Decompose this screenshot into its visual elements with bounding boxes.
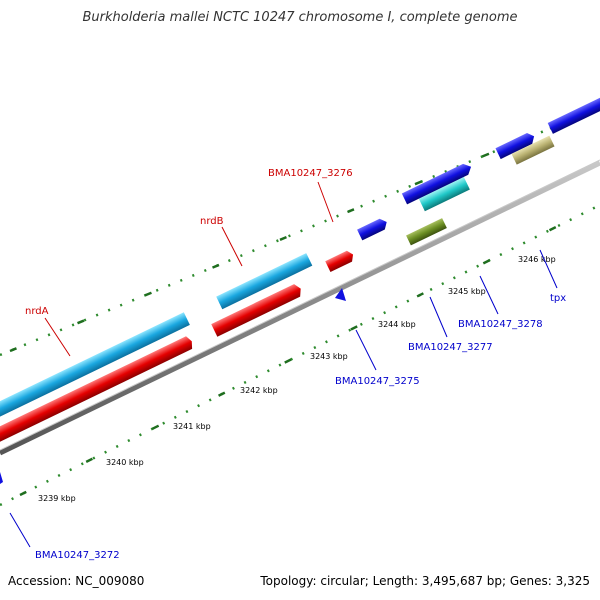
- forward-strand-features: [0, 87, 600, 418]
- gene-label-bma10247-3277[interactable]: BMA10247_3277: [408, 342, 493, 353]
- tick-label: 3245 kbp: [448, 287, 486, 296]
- gene-label-bma10247-3272[interactable]: BMA10247_3272: [35, 550, 120, 561]
- feature-bma10247-3278-forward[interactable]: [495, 131, 536, 160]
- inner-minor-ticks: [0, 203, 600, 507]
- gene-label-nrdB[interactable]: nrdB: [200, 216, 224, 227]
- feature-tpx-khaki[interactable]: [511, 135, 555, 165]
- tick-label: 3240 kbp: [106, 458, 144, 467]
- inner-tick-ring: [0, 203, 600, 507]
- tick-label: 3241 kbp: [173, 422, 211, 431]
- accession-text: Accession: NC_009080: [8, 574, 145, 588]
- gene-label-bma10247-3278[interactable]: BMA10247_3278: [458, 319, 543, 330]
- gene-label-nrdA[interactable]: nrdA: [25, 306, 49, 317]
- tick-label: 3239 kbp: [38, 494, 76, 503]
- feature-bma10247-3272-marker[interactable]: [0, 472, 3, 484]
- feature-bma10247-3275-forward[interactable]: [357, 217, 389, 241]
- backbone-line: [0, 160, 600, 456]
- feature-nrdA-reverse[interactable]: [0, 335, 195, 443]
- feature-bma10247-3277-forward[interactable]: [401, 161, 474, 205]
- tick-label: 3243 kbp: [310, 352, 348, 361]
- genome-info-text: Topology: circular; Length: 3,495,687 bp…: [260, 574, 590, 588]
- gene-label-tpx[interactable]: tpx: [550, 293, 566, 304]
- leader-bma10247-3278: [479, 275, 499, 315]
- leader-bma10247-3275: [355, 329, 377, 371]
- feature-small-blue-marker[interactable]: [335, 288, 346, 301]
- tick-label: 3244 kbp: [378, 320, 416, 329]
- feature-bma10247-3277-teal[interactable]: [418, 176, 470, 212]
- backbone-highlight: [0, 159, 600, 451]
- leader-tpx: [539, 249, 558, 289]
- feature-nrdB-reverse[interactable]: [211, 282, 304, 337]
- feature-bma10247-3277-olive[interactable]: [406, 218, 447, 246]
- leader-nrdB: [221, 226, 243, 267]
- leader-bma10247-3272: [9, 512, 31, 548]
- gene-label-bma10247-3275[interactable]: BMA10247_3275: [335, 376, 420, 387]
- tick-label: 3242 kbp: [240, 386, 278, 395]
- feature-nrdA-forward[interactable]: [0, 312, 190, 418]
- feature-tpx-forward[interactable]: [547, 87, 600, 134]
- backbone: [0, 159, 600, 456]
- feature-nrdB-forward[interactable]: [216, 253, 313, 310]
- reverse-strand-features: [0, 218, 447, 443]
- leader-nrdA: [44, 317, 71, 357]
- map-title: Burkholderia mallei NCTC 10247 chromosom…: [82, 10, 518, 25]
- label-leader-lines: [9, 181, 558, 548]
- tick-labels: 3239 kbp 3240 kbp 3241 kbp 3242 kbp 3243…: [38, 255, 556, 503]
- leader-bma10247-3277: [429, 296, 448, 338]
- gene-label-bma10247-3276[interactable]: BMA10247_3276: [268, 168, 353, 179]
- leader-bma10247-3276: [317, 181, 334, 223]
- feature-bma10247-3276-reverse[interactable]: [325, 249, 355, 273]
- gene-labels: BMA10247_3276 nrdB nrdA tpx BMA10247_327…: [25, 168, 566, 561]
- tick-label: 3246 kbp: [518, 255, 556, 264]
